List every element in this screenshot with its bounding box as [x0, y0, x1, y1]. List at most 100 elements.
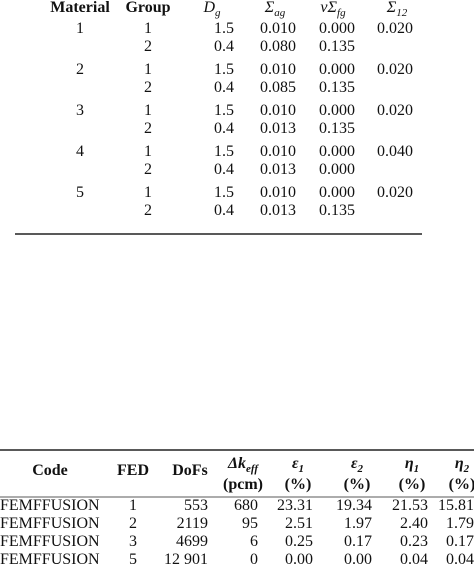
cell: 0.013: [260, 120, 296, 137]
cell: 0.013: [260, 202, 296, 219]
cell: 1: [144, 143, 152, 160]
cell: 680: [234, 497, 258, 514]
cell: 1.5: [214, 102, 234, 119]
cell: 0.000: [319, 161, 355, 178]
cell: 2: [144, 38, 152, 55]
cell: 4699: [176, 533, 208, 550]
symbol: η: [455, 455, 464, 472]
cell: FEMFFUSION: [0, 497, 100, 514]
cell: 0.010: [260, 20, 296, 37]
cell: 95: [242, 515, 258, 532]
cell: 0.020: [377, 20, 413, 37]
cell: 19.34: [336, 497, 372, 514]
cell: 15.81: [438, 497, 474, 514]
cell: 1: [144, 20, 152, 37]
cell: 1.5: [214, 143, 234, 160]
symbol: ε: [292, 455, 299, 472]
cell: 0.020: [377, 184, 413, 201]
cell: 0.04: [446, 551, 474, 568]
cell: 0.000: [319, 20, 355, 37]
cell: 21.53: [392, 497, 428, 514]
header: ε1: [292, 455, 304, 475]
cell: FEMFFUSION: [0, 551, 100, 568]
cell: 2.51: [285, 515, 313, 532]
cell: 0.135: [319, 38, 355, 55]
cell: 0.020: [377, 102, 413, 119]
cell: 0.4: [214, 120, 234, 137]
cell: 0.010: [260, 102, 296, 119]
cell: 0.010: [260, 143, 296, 160]
cell: 0.135: [319, 120, 355, 137]
cell: 0.4: [214, 79, 234, 96]
symbol: ε: [351, 455, 358, 472]
cell: 1.5: [214, 20, 234, 37]
cell: 0: [250, 551, 258, 568]
cell: 6: [250, 533, 258, 550]
material-cell: 4: [76, 143, 84, 160]
cell: 5: [129, 551, 137, 568]
symbol: νΣ: [320, 0, 337, 16]
header: νΣfg: [320, 0, 346, 19]
subscript: 1: [299, 463, 305, 475]
material-cell: 5: [76, 184, 84, 201]
header-unit: (%): [399, 476, 426, 493]
cell: 0.010: [260, 184, 296, 201]
symbol: Δk: [227, 455, 246, 472]
cell: 3: [129, 533, 137, 550]
material-cell: 2: [76, 61, 84, 78]
cell: 0.010: [260, 61, 296, 78]
cell: 0.23: [400, 533, 428, 550]
material-cell: 3: [76, 102, 84, 119]
cell: 0.000: [319, 102, 355, 119]
symbol: η: [405, 455, 414, 472]
cell: 0.040: [377, 143, 413, 160]
cell: 0.17: [344, 533, 372, 550]
cell: 2119: [177, 515, 208, 532]
cell: 0.00: [344, 551, 372, 568]
header: Σ12: [386, 0, 408, 19]
cell: 0.020: [377, 61, 413, 78]
header: Group: [125, 0, 170, 16]
material-cell: 1: [76, 20, 84, 37]
cell: 2: [129, 515, 137, 532]
cell: 12 901: [164, 551, 208, 568]
cell: 1: [144, 61, 152, 78]
header-unit: (%): [449, 476, 474, 493]
cell: 1.5: [214, 61, 234, 78]
cell: 0.25: [285, 533, 313, 550]
symbol: Σ: [386, 0, 397, 16]
subscript: 1: [414, 463, 420, 475]
header-unit: (%): [344, 476, 371, 493]
cell: 0.135: [319, 202, 355, 219]
cell: 2: [144, 79, 152, 96]
cell: 1: [144, 184, 152, 201]
cell: 1.5: [214, 184, 234, 201]
header: ε2: [351, 455, 364, 475]
cell: 0.000: [319, 143, 355, 160]
cell: 2.40: [400, 515, 428, 532]
subscript: fg: [337, 7, 346, 19]
cell: 0.013: [260, 161, 296, 178]
cell: 0.4: [214, 161, 234, 178]
subscript: 2: [357, 463, 364, 475]
header: η1: [405, 455, 419, 475]
cell: 0.00: [285, 551, 313, 568]
cell: 1.97: [344, 515, 372, 532]
cell: 1: [129, 497, 137, 514]
subscript: ag: [274, 7, 286, 19]
header: Δkeff: [227, 455, 259, 475]
header-unit: (%): [285, 476, 312, 493]
cell: 2: [144, 202, 152, 219]
subscript: 12: [396, 7, 408, 19]
cell: FEMFFUSION: [0, 533, 100, 550]
cell: 0.000: [319, 184, 355, 201]
header: Dg: [202, 0, 221, 19]
subscript: g: [215, 7, 221, 19]
header: DoFs: [172, 462, 208, 479]
cell: 0.17: [446, 533, 474, 550]
subscript: 2: [463, 463, 470, 475]
cell: 2: [144, 120, 152, 137]
cell: 23.31: [277, 497, 313, 514]
